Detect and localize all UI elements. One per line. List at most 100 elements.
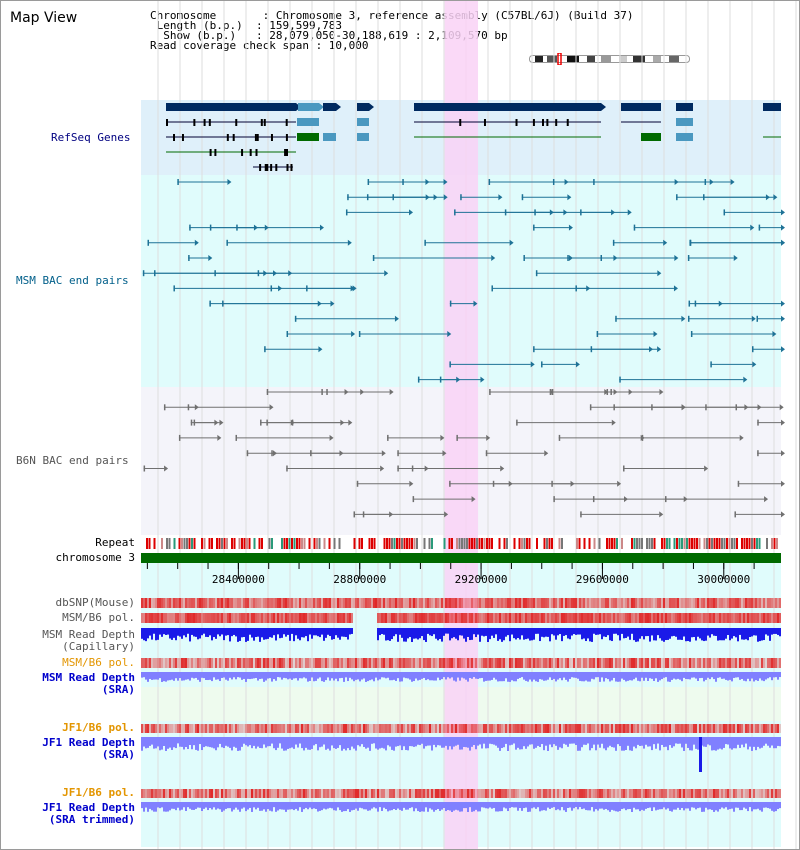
jf1-b6-pol-bin <box>659 724 661 733</box>
track-label-dbsnp[interactable]: dbSNP(Mouse) <box>55 596 135 609</box>
msm-depth-sra-bin <box>775 672 777 678</box>
jf1-b6-pol-bin <box>175 724 177 733</box>
track-label-jf1-b6-pol[interactable]: JF1/B6 pol. <box>62 721 135 734</box>
msm-depth-cap-bin <box>745 628 747 640</box>
track-label-repeat[interactable]: Repeat <box>95 536 135 549</box>
jf1-depth-trim-bin <box>691 802 693 808</box>
msm-b6-pol-bin <box>333 613 335 623</box>
jf1-depth-trim-bin <box>261 802 263 811</box>
bac-end-marker <box>440 434 445 441</box>
track-label-jf1-b6-pol-2[interactable]: JF1/B6 pol. <box>62 786 135 799</box>
dbsnp-bin <box>461 598 463 608</box>
msm-depth-cap-bin <box>341 628 343 637</box>
track-label-msm-bac[interactable]: MSM BAC end pairs <box>16 274 129 287</box>
dbsnp-bin <box>563 598 565 608</box>
dbsnp-bin <box>177 598 179 608</box>
jf1-depth-bin <box>569 737 571 744</box>
msm-b6-pol2-bin <box>175 658 177 668</box>
jf1-b6-pol2-bin <box>285 789 287 798</box>
repeat-element <box>466 538 468 549</box>
jf1-depth-bin <box>319 737 321 748</box>
msm-depth-cap-bin <box>275 628 277 641</box>
jf1-depth-trim-bin <box>277 802 279 811</box>
jf1-b6-pol2-bin <box>651 789 653 798</box>
bac-end-tick <box>260 419 262 426</box>
msm-depth-sra-bin <box>293 672 295 679</box>
jf1-b6-pol2-bin <box>509 789 511 798</box>
repeat-element <box>696 538 698 549</box>
jf1-depth-trim-bin <box>211 802 213 810</box>
jf1-depth-trim-bin <box>199 802 201 808</box>
jf1-depth-bin <box>603 737 605 749</box>
bac-end-marker <box>567 194 572 201</box>
jf1-depth-bin <box>247 737 249 747</box>
jf1-b6-pol-bin <box>691 724 693 733</box>
track-label-chromosome[interactable]: chromosome 3 <box>55 551 135 564</box>
jf1-b6-pol-bin <box>179 724 181 733</box>
msm-depth-cap-bin <box>585 628 587 642</box>
track-label-jf1-depth[interactable]: JF1 Read Depth <box>42 736 135 749</box>
track-label-jf1-depth-trim[interactable]: JF1 Read Depth <box>42 801 135 814</box>
track-label-refseq[interactable]: RefSeq Genes <box>51 131 131 144</box>
msm-b6-pol-bin <box>173 613 175 623</box>
msm-b6-pol2-bin <box>697 658 699 668</box>
bac-end-tick <box>449 300 452 307</box>
bac-end-marker <box>486 434 491 441</box>
msm-depth-sra-bin <box>489 672 491 681</box>
msm-depth-sra-bin <box>555 672 557 682</box>
msm-depth-sra-bin <box>677 672 679 679</box>
jf1-depth-bin <box>301 737 303 749</box>
dbsnp-bin <box>349 598 351 608</box>
msm-b6-pol-bin <box>321 613 323 623</box>
jf1-b6-pol2-bin <box>519 789 521 798</box>
msm-b6-pol2-bin <box>651 658 653 668</box>
msm-depth-cap-bin <box>399 628 401 635</box>
msm-b6-pol-bin <box>579 613 581 623</box>
msm-depth-cap-bin <box>661 628 663 641</box>
msm-b6-pol2-bin <box>743 658 745 668</box>
jf1-b6-pol-bin <box>727 724 729 733</box>
gene-exon <box>275 164 278 171</box>
msm-b6-pol2-bin <box>289 658 291 668</box>
jf1-depth-trim-bin <box>183 802 185 808</box>
jf1-depth-trim-bin <box>231 802 233 812</box>
msm-depth-sra-bin <box>277 672 279 678</box>
msm-depth-sra-bin <box>533 672 535 680</box>
msm-depth-cap-bin <box>273 628 275 636</box>
jf1-b6-pol2-bin <box>217 789 219 798</box>
msm-b6-pol-bin <box>531 613 533 623</box>
dbsnp-bin <box>583 598 585 608</box>
track-label-msm-b6-pol[interactable]: MSM/B6 pol. <box>62 611 135 624</box>
msm-depth-sra-bin <box>697 672 699 681</box>
jf1-b6-pol2-bin <box>481 789 483 798</box>
jf1-b6-pol2-bin <box>563 789 565 798</box>
jf1-depth-trim-bin <box>611 802 613 810</box>
jf1-depth-trim-bin <box>523 802 525 809</box>
dbsnp-bin <box>267 598 269 608</box>
track-label-msm-b6-pol-2[interactable]: MSM/B6 pol. <box>62 656 135 669</box>
track-label-b6n-bac[interactable]: B6N BAC end pairs <box>16 454 129 467</box>
jf1-depth-bin <box>323 737 325 745</box>
repeat-element <box>396 538 398 549</box>
jf1-b6-pol-bin <box>141 724 143 733</box>
jf1-depth-trim-bin <box>433 802 435 812</box>
msm-b6-pol-bin <box>603 613 605 623</box>
msm-depth-sra-bin <box>611 672 613 681</box>
msm-depth-sra-bin <box>225 672 227 680</box>
msm-b6-pol2-bin <box>235 658 237 668</box>
msm-depth-sra-bin <box>541 672 543 680</box>
track-label-msm-depth-sra[interactable]: MSM Read Depth <box>42 671 135 684</box>
track-label-msm-depth-cap[interactable]: MSM Read Depth <box>42 628 135 641</box>
gene-exon <box>255 149 258 156</box>
jf1-b6-pol2-bin <box>149 789 151 798</box>
dbsnp-bin <box>501 598 503 608</box>
jf1-depth-trim-bin <box>323 802 325 809</box>
msm-depth-sra-bin <box>669 672 671 682</box>
jf1-b6-pol-bin <box>149 724 151 733</box>
chromosome-ideogram[interactable] <box>529 53 691 65</box>
msm-b6-pol-bin <box>179 613 181 623</box>
msm-b6-pol-bin <box>553 613 555 623</box>
msm-b6-pol-bin <box>713 613 715 623</box>
msm-b6-pol-bin <box>633 613 635 623</box>
